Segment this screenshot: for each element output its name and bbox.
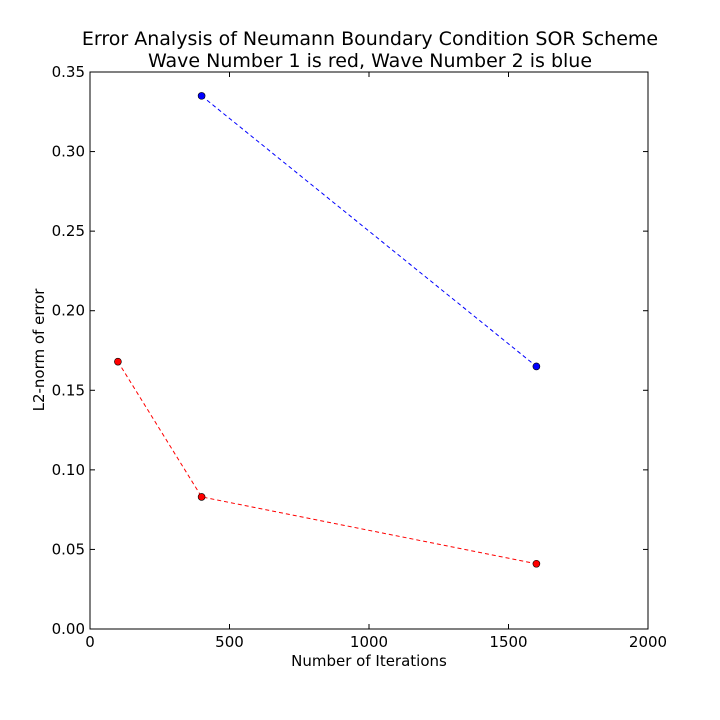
x-axis-ticks: 0 500 1000 1500 2000 [85, 72, 667, 651]
series-1-point [114, 357, 122, 366]
chart-title: Error Analysis of Neumann Boundary Condi… [82, 28, 658, 50]
chart-subtitle: Wave Number 1 is red, Wave Number 2 is b… [148, 50, 592, 72]
x-tick-label: 500 [215, 633, 244, 651]
y-tick-label: 0.05 [52, 540, 85, 558]
y-tick-label: 0.25 [52, 222, 85, 240]
series-2-point [197, 92, 206, 100]
x-tick-label: 1500 [489, 633, 527, 651]
y-tick-label: 0.10 [52, 461, 85, 479]
x-tick-label: 2000 [629, 633, 667, 651]
y-tick-label: 0.00 [52, 620, 85, 638]
series-group [114, 92, 541, 568]
y-tick-label: 0.35 [52, 63, 85, 81]
y-tick-label: 0.20 [52, 302, 85, 320]
series-1-point [532, 559, 541, 568]
x-tick-label: 0 [85, 633, 95, 651]
series-1-point [197, 493, 206, 501]
y-axis-label: L2-norm of error [30, 288, 48, 412]
series-2-line [201, 95, 537, 367]
y-tick-label: 0.30 [52, 143, 85, 161]
y-axis-ticks: 0.00 0.05 0.10 0.15 0.20 0.25 0.30 0.35 [52, 63, 648, 638]
y-tick-label: 0.15 [52, 381, 85, 399]
x-axis-label: Number of Iterations [291, 652, 447, 670]
plot-area: 0 500 1000 1500 2000 0.00 0.05 0.10 0.15 0.20 0.2… [52, 63, 668, 651]
series-2-point [532, 362, 541, 371]
x-tick-label: 1000 [350, 633, 388, 651]
series-1-line [117, 361, 537, 565]
